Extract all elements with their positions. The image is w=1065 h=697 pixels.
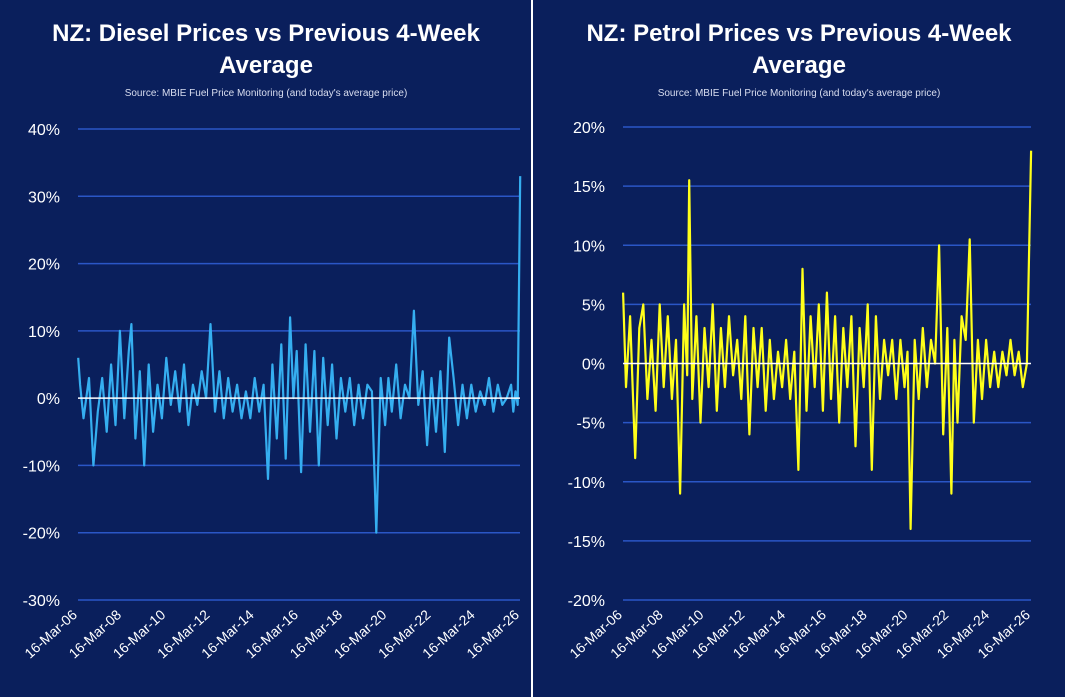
petrol-y-tick-label: -10% [568,475,605,492]
petrol-chart-title: NZ: Petrol Prices vs Previous 4-Week Ave… [586,20,1012,79]
diesel-y-tick-label: 20% [28,257,60,274]
petrol-y-tick-label: 5% [582,297,605,314]
diesel-series-line [77,176,522,534]
petrol-chart-source: Source: MBIE Fuel Price Monitoring (and … [657,88,941,99]
petrol-chart-panel: NZ: Petrol Prices vs Previous 4-Week Ave… [533,0,1065,697]
petrol-y-tick-label: -15% [568,534,605,551]
diesel-y-tick-label: -30% [23,593,60,610]
petrol-y-tick-label: 10% [573,238,605,255]
diesel-y-tick-label: 0% [37,391,60,408]
petrol-chart-plot: 20%15%10%5%0%-5%-10%-15%-20%16-Mar-0616-… [566,120,1033,661]
petrol-y-tick-label: 20% [573,120,605,137]
petrol-y-tick-label: -20% [568,593,605,610]
petrol-y-tick-label: -5% [577,416,605,433]
petrol-y-tick-label: 15% [573,179,605,196]
diesel-y-tick-label: -20% [23,526,60,543]
diesel-y-tick-label: 10% [28,324,60,341]
diesel-y-tick-label: 30% [28,189,60,206]
panel-divider [531,0,533,697]
diesel-chart-panel: NZ: Diesel Prices vs Previous 4-Week Ave… [0,0,532,697]
petrol-y-tick-label: 0% [582,357,605,374]
diesel-y-tick-label: 40% [28,122,60,139]
diesel-chart-source: Source: MBIE Fuel Price Monitoring (and … [124,88,408,99]
diesel-chart-title: NZ: Diesel Prices vs Previous 4-Week Ave… [52,20,480,79]
petrol-series-line [622,150,1033,531]
diesel-chart-plot: 40%30%20%10%0%-10%-20%-30%16-Mar-0616-Ma… [21,122,522,661]
diesel-y-tick-label: -10% [23,458,60,475]
